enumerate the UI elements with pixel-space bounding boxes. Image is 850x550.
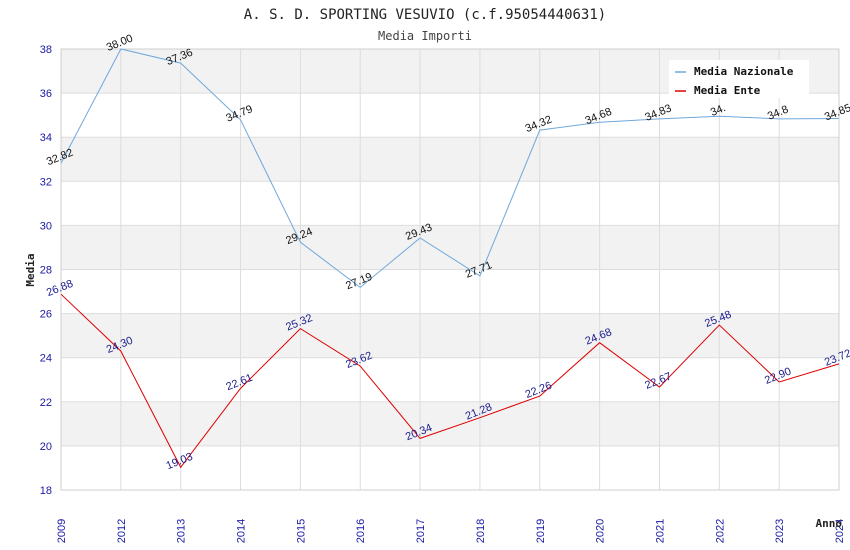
x-tick-label: 2022 <box>714 519 726 543</box>
legend: Media Nazionale Media Ente <box>669 60 809 98</box>
data-label: 34. <box>709 102 728 119</box>
y-tick-label: 22 <box>40 397 52 409</box>
x-tick-label: 2017 <box>415 519 427 543</box>
y-tick-label: 34 <box>40 132 52 144</box>
y-tick-label: 30 <box>40 220 52 232</box>
series-line-media-nazionale <box>60 48 840 288</box>
x-tick-label: 2015 <box>295 519 307 543</box>
grid-band <box>61 93 839 138</box>
grid-band <box>61 401 839 446</box>
series-line-media-ente <box>60 293 840 469</box>
y-axis-ticks: 18 20 22 24 26 28 30 32 34 36 38 <box>40 44 52 497</box>
series-lines <box>60 48 840 469</box>
legend-box <box>669 60 809 98</box>
y-tick-label: 18 <box>40 485 52 497</box>
chart-subtitle: Media Importi <box>378 29 472 43</box>
x-tick-label: 2019 <box>535 519 547 543</box>
x-tick-label: 2013 <box>176 519 188 543</box>
y-tick-label: 24 <box>40 353 52 365</box>
x-tick-label: 2016 <box>355 519 367 543</box>
grid-lines <box>60 48 840 491</box>
grid-band <box>61 181 839 226</box>
x-tick-label: 2021 <box>654 519 666 543</box>
y-tick-label: 36 <box>40 88 52 100</box>
y-tick-label: 32 <box>40 176 52 188</box>
x-tick-label: 2009 <box>56 519 68 543</box>
x-tick-label: 2020 <box>595 519 607 543</box>
chart-title: A. S. D. SPORTING VESUVIO (c.f.950544406… <box>244 7 606 23</box>
x-tick-label: 2023 <box>774 519 786 543</box>
x-tick-label: 2018 <box>475 519 487 543</box>
grid-band <box>61 269 839 314</box>
x-axis-ticks: 2009 2012 2013 2014 2015 2016 2017 2018 2019 2020… <box>56 519 846 543</box>
y-tick-label: 26 <box>40 309 52 321</box>
grid-band <box>61 137 839 182</box>
y-tick-label: 38 <box>40 44 52 56</box>
x-tick-label: 2014 <box>236 519 248 543</box>
x-tick-label: 2012 <box>116 519 128 543</box>
y-axis-label: Media <box>24 253 37 286</box>
grid-band <box>61 357 839 402</box>
legend-label-media-nazionale: Media Nazionale <box>694 65 794 78</box>
y-tick-label: 20 <box>40 441 52 453</box>
y-tick-label: 28 <box>40 265 52 277</box>
plot-background <box>61 49 839 490</box>
x-axis-label: Anno <box>816 517 843 530</box>
x-tick-label: 2024 <box>834 519 846 543</box>
plot-border <box>60 48 840 491</box>
legend-label-media-ente: Media Ente <box>694 84 761 97</box>
grid-band <box>61 225 839 270</box>
grid-band <box>61 445 839 490</box>
